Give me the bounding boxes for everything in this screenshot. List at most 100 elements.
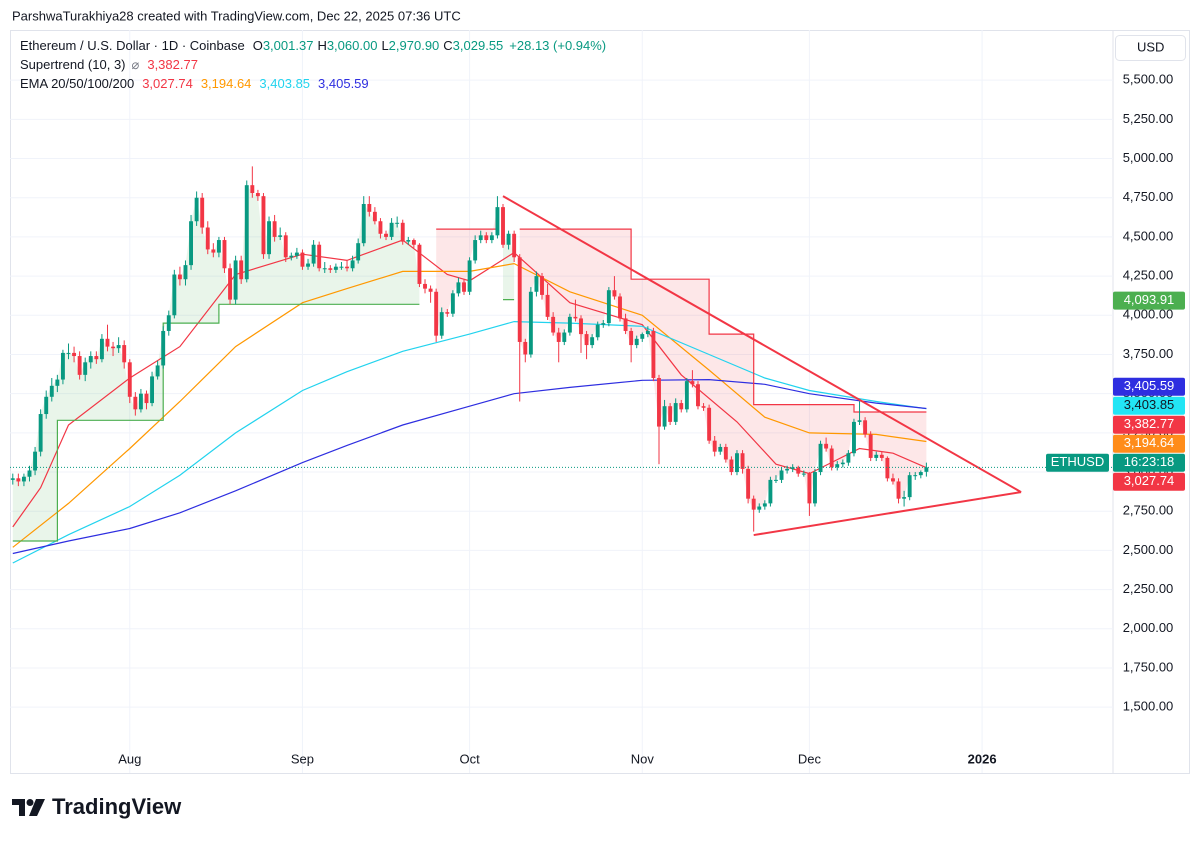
candle-body <box>595 324 600 338</box>
axis-layer: 1,500.00 1,750.00 2,000.00 2,250.00 2,500.00… <box>118 72 1185 766</box>
candle-body <box>612 290 617 297</box>
candle-body <box>818 443 823 473</box>
candle-body <box>824 443 829 449</box>
candle-body <box>489 235 494 241</box>
footer-logo-icon <box>12 799 45 816</box>
currency[interactable]: USD <box>1137 39 1164 54</box>
candle-body <box>133 396 138 410</box>
candle-body <box>484 235 489 241</box>
y-tick-label: 2,000.00 <box>1123 620 1174 635</box>
candle-body <box>111 346 116 349</box>
candle-body <box>796 467 801 474</box>
candle-body <box>439 312 444 336</box>
candle-body <box>172 274 177 316</box>
ohlc-label: L <box>381 38 388 53</box>
candle-body <box>902 497 907 499</box>
ohlc-label: C <box>443 38 452 53</box>
candle-body <box>44 396 49 415</box>
price-badge-label: 3,194.64 <box>1124 435 1175 450</box>
candle-body <box>918 472 923 476</box>
attribution: ParshwaTurakhiya28 created with TradingV… <box>12 8 461 23</box>
currency-button[interactable] <box>1115 35 1186 61</box>
price-badge-label: 3,403.85 <box>1124 397 1175 412</box>
price-badge <box>1113 415 1185 434</box>
candle-body <box>233 260 238 300</box>
candle-body <box>618 296 622 319</box>
candle-body <box>523 341 528 355</box>
candle-body <box>194 197 199 222</box>
candle-body <box>924 467 929 472</box>
candle-body <box>283 235 288 258</box>
candle-body <box>857 420 862 422</box>
candle-body <box>495 207 500 236</box>
y-tick-label: 5,250.00 <box>1123 111 1174 126</box>
candle-body <box>657 377 661 427</box>
candle-body <box>356 243 361 261</box>
x-tick-label: Nov <box>631 751 655 766</box>
candle-body <box>640 334 645 339</box>
candle-body <box>467 260 472 292</box>
candle-body <box>177 274 182 280</box>
price-badge <box>1113 472 1185 491</box>
candle-body <box>746 468 751 499</box>
candle-body <box>590 337 595 346</box>
candle-body <box>189 221 193 266</box>
y-tick-label: 1,750.00 <box>1123 659 1174 674</box>
candle-body <box>874 454 879 458</box>
legend: Ethereum / U.S. Dollar · 1D · Coinbase O3… <box>20 38 606 91</box>
candle-body <box>49 385 54 397</box>
candle-body <box>77 356 82 375</box>
candle-body <box>395 222 400 224</box>
candle-body <box>400 222 405 242</box>
candle-body <box>868 434 873 458</box>
candle-body <box>161 330 166 366</box>
candle-body <box>289 255 294 258</box>
candle-body <box>540 276 544 295</box>
candle-body <box>528 291 533 355</box>
candle-body <box>690 381 695 385</box>
y-tick-label: 5,500.00 <box>1123 72 1174 87</box>
price-badge <box>1113 434 1185 453</box>
candle-body <box>718 446 723 452</box>
candle-body <box>723 446 728 460</box>
indicator-value: 3,403.85 <box>259 76 310 91</box>
candle-body <box>116 345 121 349</box>
candle-body <box>38 414 43 452</box>
ohlc-value: 2,970.90 <box>389 38 440 53</box>
candle-body <box>891 478 895 482</box>
candle-body <box>138 393 143 410</box>
candle-body <box>545 294 550 317</box>
candle-body <box>150 376 155 404</box>
candle-body <box>579 318 583 335</box>
x-tick-label: Aug <box>118 751 141 766</box>
candle-body <box>367 203 372 212</box>
candle-body <box>216 240 221 253</box>
candle-body <box>144 393 149 404</box>
ema-line <box>12 320 927 564</box>
candle-body <box>417 244 422 284</box>
candle-body <box>863 420 868 435</box>
candle-body <box>83 362 88 375</box>
candle-body <box>55 379 60 386</box>
indicator-value: 3,194.64 <box>201 76 252 91</box>
candle-body <box>879 454 884 458</box>
trend-fill <box>753 404 854 510</box>
candle-body <box>774 479 778 481</box>
candle-body <box>183 265 188 280</box>
candle-body <box>729 459 734 473</box>
candle-body <box>801 473 806 475</box>
candle-body <box>473 240 478 261</box>
candle-body <box>740 453 745 469</box>
candle-body <box>462 282 466 292</box>
candle-body <box>127 362 132 397</box>
symbol-badge-label: ETHUSD <box>1051 454 1104 469</box>
y-tick-label: 3,750.00 <box>1123 346 1174 361</box>
candle-body <box>584 334 589 346</box>
candle-body <box>762 503 767 507</box>
candle-body <box>779 470 784 480</box>
candle-body <box>790 467 795 469</box>
candle-body <box>10 478 15 480</box>
candle-body <box>261 196 266 255</box>
price-badge-label: 3,405.59 <box>1124 378 1175 393</box>
